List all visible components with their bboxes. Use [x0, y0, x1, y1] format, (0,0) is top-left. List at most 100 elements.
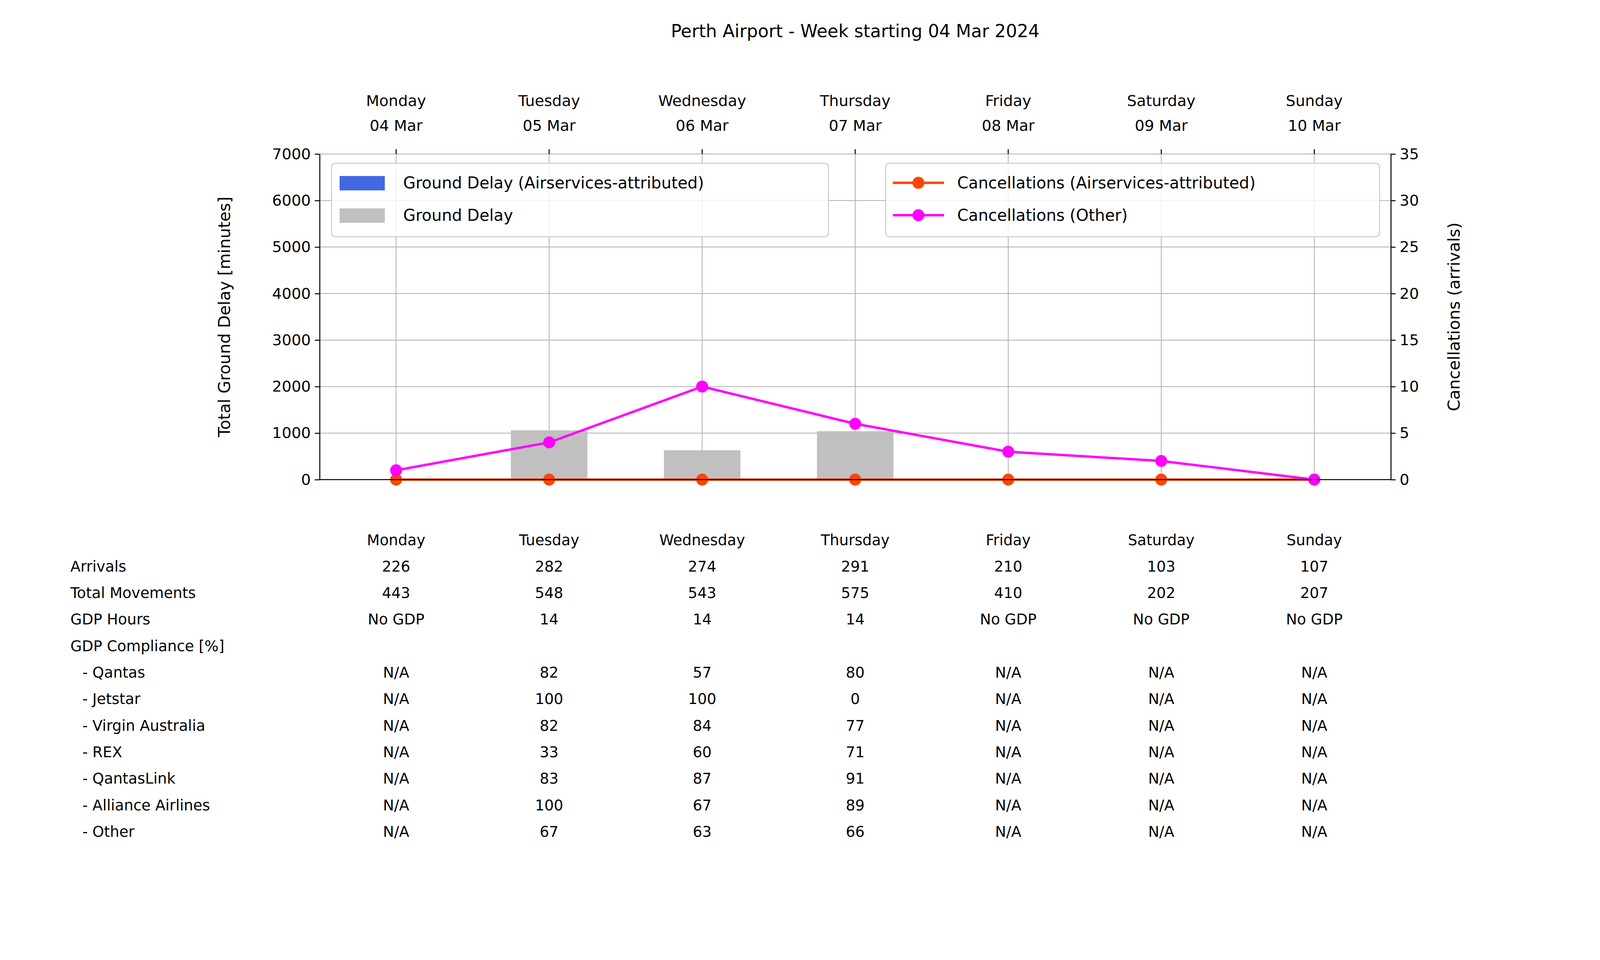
tick-label: 35	[1399, 145, 1419, 163]
table-cell: N/A	[1301, 770, 1328, 788]
table-cell: 103	[1147, 558, 1176, 576]
table-row-label: GDP Hours	[70, 610, 151, 628]
tick-mark	[701, 149, 703, 154]
tick-label: Tuesday05 Mar	[518, 92, 581, 135]
table-cell: N/A	[1301, 690, 1328, 708]
legend-marker	[912, 176, 925, 189]
tick-label: 3000	[272, 331, 311, 349]
table-cell: N/A	[995, 770, 1022, 788]
legend-label: Cancellations (Airservices-attributed)	[957, 173, 1256, 192]
table-cell: 84	[692, 717, 712, 735]
table-cell: 33	[539, 743, 559, 761]
table-cell: N/A	[383, 823, 410, 841]
grid-line-y	[319, 479, 1391, 480]
table-cell: 67	[539, 823, 559, 841]
table-cell: 100	[535, 796, 564, 814]
table-cell: 202	[1147, 584, 1176, 602]
table-cell: 60	[692, 743, 712, 761]
tick-label: 6000	[272, 191, 311, 210]
table-cell: N/A	[383, 796, 410, 814]
tick: 7000	[272, 145, 320, 163]
legend-frame	[885, 163, 1380, 237]
table-header: Thursday	[820, 531, 890, 549]
tick: 0	[1390, 470, 1410, 489]
table-cell: 543	[688, 584, 717, 602]
tick-mark	[1390, 479, 1396, 481]
table-cell: 548	[535, 584, 564, 602]
table-cell: 87	[692, 770, 712, 788]
table-header: Monday	[366, 531, 426, 549]
tick: 4000	[272, 284, 320, 303]
table-cell: 14	[539, 610, 559, 628]
marker	[543, 436, 556, 449]
marker	[696, 380, 708, 393]
tick-label: 0	[1399, 470, 1410, 489]
y-axis-title: Total Ground Delay [minutes]	[214, 196, 234, 438]
tick-mark	[1390, 293, 1396, 295]
table-cell: 575	[841, 584, 870, 602]
axis-line	[1390, 154, 1392, 480]
table-cell: N/A	[995, 690, 1022, 708]
data-table: MondayTuesdayWednesdayThursdayFridaySatu…	[70, 531, 1343, 841]
tick-label: 1000	[272, 424, 311, 442]
line	[396, 386, 1314, 480]
table-cell: 66	[845, 823, 865, 841]
tick-label: 5	[1399, 424, 1410, 442]
tick-label: 20	[1399, 284, 1419, 303]
bar	[510, 430, 588, 480]
table-cell: N/A	[1301, 664, 1328, 682]
table-row-label: - Other	[82, 823, 135, 841]
tick: Tuesday05 Mar	[518, 92, 581, 154]
tick-mark	[314, 293, 320, 295]
tick: Sunday10 Mar	[1286, 92, 1343, 154]
tick-mark	[854, 149, 856, 154]
table-cell: N/A	[1148, 823, 1174, 841]
tick-mark	[1390, 339, 1396, 341]
bar-series	[510, 430, 894, 480]
table-cell: 274	[688, 558, 717, 576]
table-cell: N/A	[1148, 743, 1174, 761]
table-cell: N/A	[1148, 717, 1174, 735]
table-cell: N/A	[383, 690, 410, 708]
grid	[319, 154, 1391, 480]
legend-label: Cancellations (Other)	[957, 206, 1128, 225]
table-cell: 82	[539, 717, 559, 735]
table-cell: 83	[539, 770, 559, 788]
table-cell: 77	[845, 717, 865, 735]
table-cell: 71	[845, 743, 865, 761]
table-row-label: Arrivals	[70, 558, 127, 576]
table-cell: N/A	[995, 743, 1022, 761]
axis-line-bottom	[319, 479, 1391, 481]
table-row-label: Total Movements	[70, 584, 196, 602]
chart-title: Perth Airport - Week starting 04 Mar 202…	[670, 20, 1040, 42]
marker	[1002, 445, 1015, 458]
table-cell: N/A	[995, 717, 1022, 735]
table-cell: No GDP	[1132, 610, 1190, 628]
bar	[816, 431, 894, 480]
table-cell: N/A	[1148, 690, 1174, 708]
table-cell: 100	[535, 690, 564, 708]
tick-label: 4000	[272, 284, 311, 303]
table-header: Wednesday	[659, 531, 745, 549]
marker	[1155, 454, 1168, 467]
tick-mark	[1390, 386, 1396, 388]
line-series	[390, 380, 1320, 486]
table-cell: 282	[535, 558, 564, 576]
table-cell: No GDP	[1286, 610, 1343, 628]
table-cell: N/A	[383, 743, 410, 761]
table-cell: 226	[382, 558, 411, 576]
table-cell: 14	[692, 610, 712, 628]
tick-label: 15	[1399, 331, 1419, 349]
table-row-label: - QantasLink	[82, 770, 176, 788]
tick-mark	[314, 479, 320, 481]
tick-mark	[1390, 200, 1396, 202]
table-cell: 80	[845, 664, 865, 682]
tick-label: 0	[301, 470, 311, 489]
tick-mark	[1313, 149, 1315, 154]
table-cell: N/A	[1148, 664, 1174, 682]
table-row-label: - REX	[82, 743, 123, 761]
tick: 25	[1390, 238, 1419, 256]
tick-mark	[1390, 432, 1396, 434]
legend-frame	[331, 163, 829, 237]
tick-mark	[314, 153, 320, 155]
